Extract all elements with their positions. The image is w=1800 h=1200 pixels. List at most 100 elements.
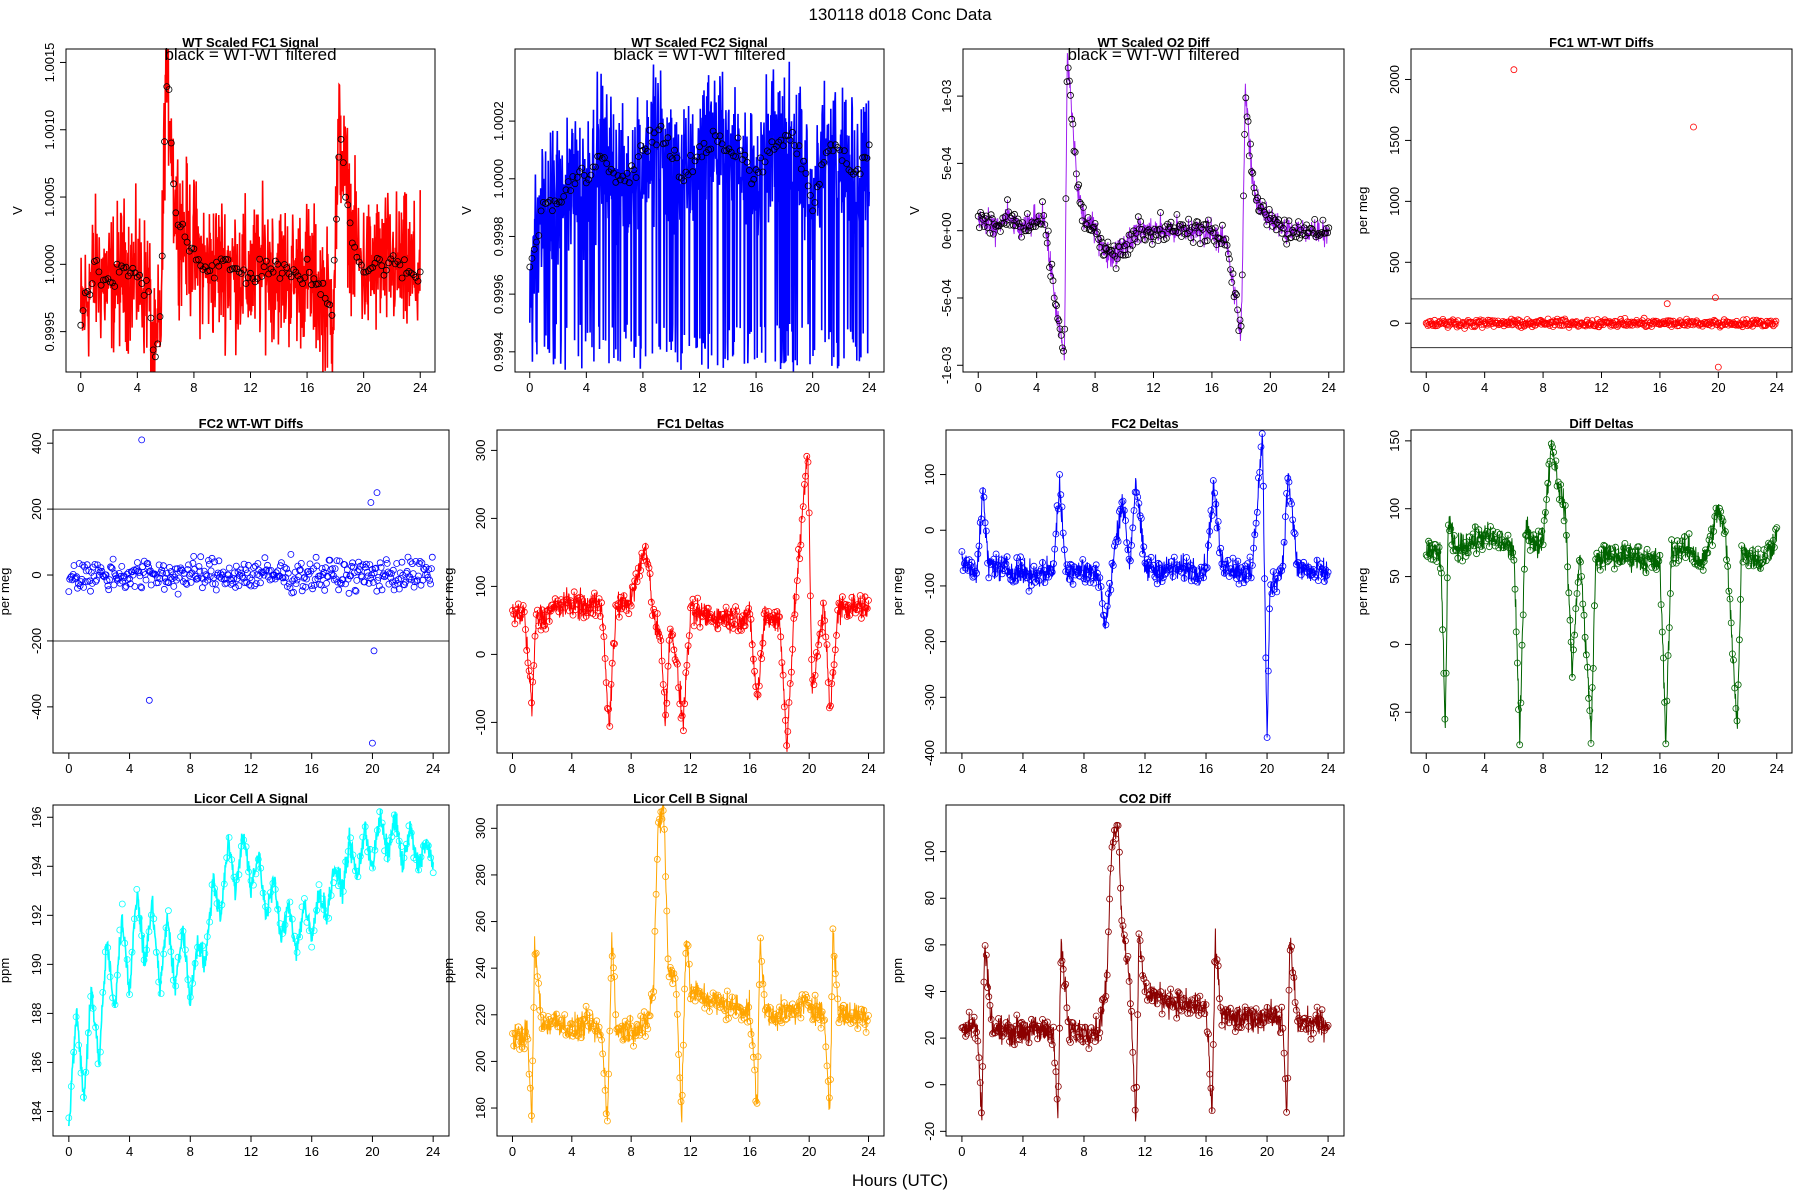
data-point (586, 1009, 593, 1017)
data-point (1237, 322, 1245, 330)
panel-title: WT Scaled O2 Diff (1098, 35, 1211, 50)
data-point (373, 587, 381, 595)
data-point (1208, 512, 1216, 519)
data-point (1662, 740, 1670, 748)
data-point (750, 655, 757, 663)
data-point (1290, 529, 1298, 536)
data-point (1225, 573, 1233, 580)
plot-area (77, 49, 424, 372)
data-point (256, 255, 264, 263)
data-point (620, 592, 628, 599)
data-point (537, 1013, 545, 1021)
data-point (427, 580, 435, 588)
data-point (723, 147, 731, 155)
data-point (1001, 567, 1008, 574)
data-point (1218, 560, 1226, 568)
data-point (170, 180, 178, 188)
x-tick-label: 4 (126, 761, 133, 776)
x-tick-label: 16 (1205, 380, 1219, 395)
data-point (835, 599, 843, 607)
data-point (821, 1016, 828, 1024)
data-point (793, 150, 801, 158)
data-point (109, 994, 116, 1002)
data-point (1473, 550, 1480, 558)
data-point (313, 562, 321, 570)
data-point (393, 830, 401, 838)
y-tick-label: 0 (922, 1081, 937, 1088)
data-point (1581, 633, 1589, 641)
data-point (714, 625, 722, 633)
data-point (301, 274, 309, 282)
data-point (1722, 528, 1729, 535)
data-point (303, 918, 311, 926)
data-point (601, 1086, 609, 1094)
y-tick-label: 1.0005 (42, 177, 57, 217)
data-point (118, 563, 126, 570)
data-point (292, 580, 300, 587)
data-point (1097, 234, 1105, 242)
data-point (707, 999, 715, 1007)
data-point (313, 906, 321, 914)
data-point (676, 1074, 684, 1082)
data-point (775, 138, 783, 146)
data-point (1709, 542, 1716, 549)
data-point (140, 291, 148, 299)
data-point (1107, 586, 1115, 594)
data-point (1090, 579, 1098, 587)
data-point (1054, 505, 1062, 513)
data-point (1040, 212, 1048, 219)
data-point (1494, 529, 1501, 536)
data-point (1057, 491, 1065, 499)
data-point (1550, 448, 1557, 456)
data-point (308, 943, 316, 951)
y-tick-label: 200 (473, 1051, 488, 1073)
data-point (682, 669, 690, 676)
data-point (789, 646, 796, 653)
data-point (281, 564, 289, 571)
data-point (76, 582, 84, 590)
data-point (99, 989, 107, 996)
data-point (429, 869, 437, 877)
data-point (396, 261, 404, 269)
data-point (278, 269, 286, 277)
data-point (399, 571, 407, 579)
data-point (701, 1004, 709, 1012)
data-point (1184, 1010, 1192, 1017)
data-point (1536, 540, 1543, 548)
data-point (558, 198, 565, 206)
data-point (1063, 1004, 1071, 1012)
data-point (97, 1048, 104, 1056)
data-point (317, 291, 325, 298)
x-tick-label: 20 (365, 1144, 379, 1159)
data-point (1129, 1049, 1137, 1056)
data-point (407, 558, 415, 565)
data-point (328, 311, 336, 319)
data-point (1470, 542, 1478, 550)
y-tick-label: 280 (473, 864, 488, 886)
data-point (1255, 1014, 1262, 1021)
data-point (650, 605, 658, 613)
data-point (298, 587, 306, 595)
data-point (376, 255, 383, 263)
data-point (345, 589, 353, 597)
data-point (976, 224, 983, 232)
y-tick-label: 1500 (1387, 126, 1402, 155)
y-tick-label: 1.0000 (491, 159, 506, 199)
data-point (852, 609, 859, 617)
data-point (1231, 289, 1239, 297)
data-point (414, 576, 421, 584)
data-point (752, 683, 760, 691)
data-point (1311, 215, 1319, 223)
data-point (638, 549, 646, 557)
data-point (1050, 560, 1057, 568)
data-point (546, 196, 554, 204)
data-point (158, 252, 166, 260)
data-point (314, 280, 322, 288)
data-point (177, 933, 185, 941)
data-point (568, 599, 576, 607)
data-point (1024, 570, 1032, 578)
data-point (278, 574, 286, 581)
data-point (144, 560, 152, 567)
